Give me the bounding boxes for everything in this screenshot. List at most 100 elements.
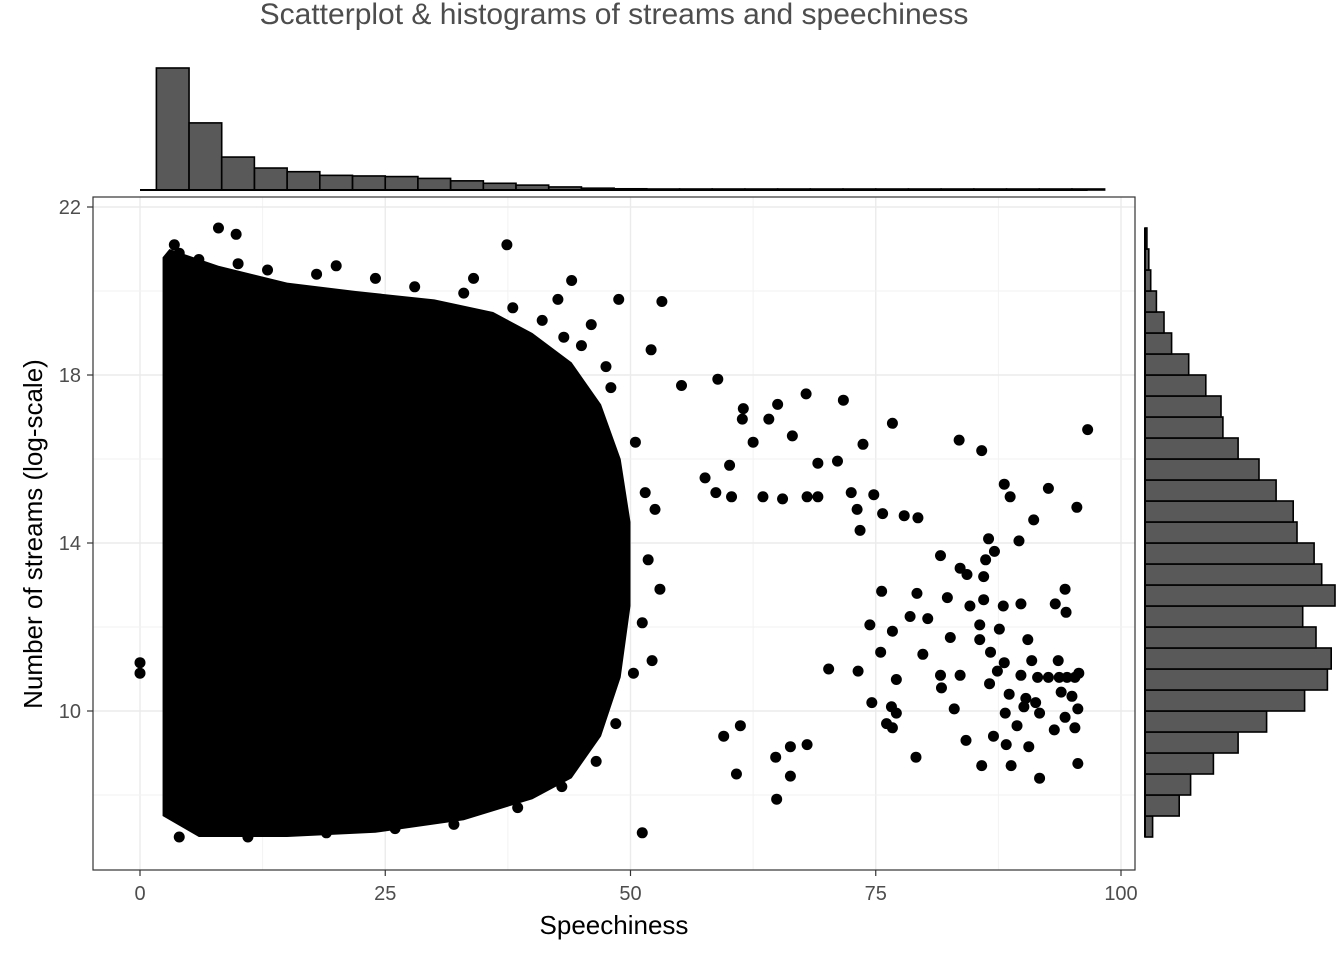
scatter-point <box>980 554 992 566</box>
scatter-point <box>1004 491 1016 503</box>
scatter-point <box>230 228 242 240</box>
scatter-point <box>845 487 857 499</box>
scatter-point <box>910 751 922 763</box>
scatter-point <box>389 823 401 835</box>
histogram-bar <box>1144 542 1315 565</box>
scatter-point <box>507 302 519 314</box>
scatter-point <box>1032 671 1044 683</box>
scatter-point <box>212 222 224 234</box>
scatter-point <box>646 655 658 667</box>
histogram-bar <box>253 167 288 191</box>
scatter-point <box>912 512 924 524</box>
scatter-point <box>763 413 775 425</box>
scatter-point <box>1011 720 1023 732</box>
scatter-point <box>974 634 986 646</box>
scatter-point <box>536 314 548 326</box>
x-axis-label: Speechiness <box>540 910 689 940</box>
scatter-point <box>886 625 898 637</box>
histogram-bar <box>1144 374 1207 397</box>
scatter-point <box>1061 671 1073 683</box>
scatter-point <box>710 487 722 499</box>
scatter-point <box>831 455 843 467</box>
scatter-point <box>590 755 602 767</box>
x-tick-label: 0 <box>134 883 145 905</box>
scatter-point <box>734 720 746 732</box>
scatter-point <box>1042 482 1054 494</box>
scatter-point <box>645 344 657 356</box>
scatter-point <box>890 707 902 719</box>
scatter-point <box>600 361 612 373</box>
scatter-point <box>552 293 564 305</box>
scatter-point <box>868 489 880 501</box>
scatter-point <box>1000 739 1012 751</box>
scatter-point <box>978 594 990 606</box>
scatter-point <box>857 438 869 450</box>
scatter-point <box>987 730 999 742</box>
histogram-bar <box>1144 731 1239 754</box>
x-tick-label: 50 <box>619 883 641 905</box>
histogram-bar <box>1144 479 1277 502</box>
scatter-point <box>134 657 146 669</box>
histogram-bar <box>351 175 387 191</box>
scatter-point <box>1005 760 1017 772</box>
scatter-point <box>974 619 986 631</box>
scatter-point <box>1022 634 1034 646</box>
scatter-point <box>960 734 972 746</box>
scatter-point <box>886 722 898 734</box>
scatter-point <box>784 741 796 753</box>
scatter-point <box>864 619 876 631</box>
scatter-point <box>369 272 381 284</box>
scatter-point <box>1082 424 1094 436</box>
histogram-bar <box>1144 563 1323 586</box>
scatter-point <box>193 254 205 265</box>
scatter-point <box>898 510 910 522</box>
scatter-point <box>1034 707 1046 719</box>
scatter-point <box>173 247 185 259</box>
x-tick-label: 100 <box>1104 883 1137 905</box>
scatter-point <box>772 398 784 410</box>
scatter-point <box>934 669 946 681</box>
scatter-point <box>1018 701 1030 713</box>
scatter-point <box>976 445 988 457</box>
histogram-bar <box>1144 647 1332 670</box>
chart-title: Scatterplot & histograms of streams and … <box>260 0 969 31</box>
histogram-bar <box>1144 437 1239 460</box>
scatter-point <box>330 260 342 272</box>
scatter-point <box>639 487 651 499</box>
y-tick-label: 10 <box>59 701 81 723</box>
y-tick-label: 14 <box>59 533 81 555</box>
histogram-bar <box>319 174 354 191</box>
scatter-panel <box>92 196 1136 871</box>
scatter-point <box>953 434 965 446</box>
scatter-point <box>984 678 996 690</box>
scatter-point <box>948 703 960 715</box>
histogram-bar <box>286 170 321 191</box>
right-histogram <box>1144 227 1336 838</box>
scatter-point <box>944 632 956 643</box>
scatter-point <box>876 585 888 597</box>
scatter-point <box>993 623 1005 635</box>
scatter-point <box>311 268 323 280</box>
scatter-point <box>629 436 641 448</box>
scatter-point <box>777 493 789 505</box>
scatter-point <box>886 417 898 429</box>
panel-border <box>92 196 1136 871</box>
scatter-point <box>1066 690 1078 702</box>
scatter-point <box>1034 772 1046 784</box>
histogram-bar <box>1144 626 1317 649</box>
scatter-point <box>852 665 864 677</box>
histogram-bar <box>449 180 485 191</box>
scatter-point <box>726 491 738 503</box>
y-tick-label: 18 <box>59 365 81 387</box>
scatter-point <box>1059 583 1071 595</box>
histogram-bar <box>1144 794 1181 817</box>
histogram-bar <box>1144 353 1190 376</box>
scatter-point <box>1073 667 1085 679</box>
scatter-point <box>770 751 782 763</box>
scatter-point <box>448 818 460 830</box>
histogram-bar <box>1144 332 1173 355</box>
scatter-point <box>935 682 947 694</box>
scatter-point <box>512 802 524 814</box>
scatter-point <box>917 648 929 660</box>
scatter-point <box>851 503 863 515</box>
